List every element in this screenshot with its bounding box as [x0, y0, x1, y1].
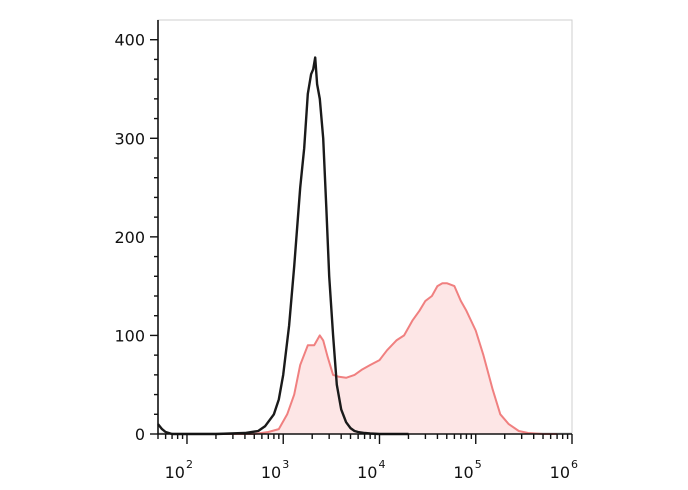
- x-tick-exponent: 3: [282, 458, 289, 471]
- x-tick-exponent: 2: [186, 458, 193, 471]
- x-axis-ticks: 10 2 10 3 10 4 10 5 10 6: [157, 434, 578, 482]
- series-1-line: [157, 56, 409, 436]
- series-2-area: [216, 283, 558, 434]
- y-tick-label: 400: [114, 31, 145, 50]
- x-tick-exponent: 5: [475, 458, 482, 471]
- y-tick-label: 300: [114, 129, 145, 148]
- x-tick-label: 10: [165, 463, 185, 482]
- series-2-line: [216, 282, 558, 435]
- x-tick-label: 10: [357, 463, 377, 482]
- x-tick-label: 10: [261, 463, 281, 482]
- x-tick-label: 10: [453, 463, 473, 482]
- series-layer: [157, 56, 558, 436]
- x-tick-label: 10: [550, 463, 570, 482]
- y-tick-label: 200: [114, 228, 145, 247]
- y-tick-label: 100: [114, 326, 145, 345]
- x-tick-exponent: 6: [571, 458, 578, 471]
- y-tick-label: 0: [135, 425, 145, 444]
- y-axis-ticks: 0 100 200 300 400: [114, 31, 158, 444]
- x-tick-exponent: 4: [378, 458, 385, 471]
